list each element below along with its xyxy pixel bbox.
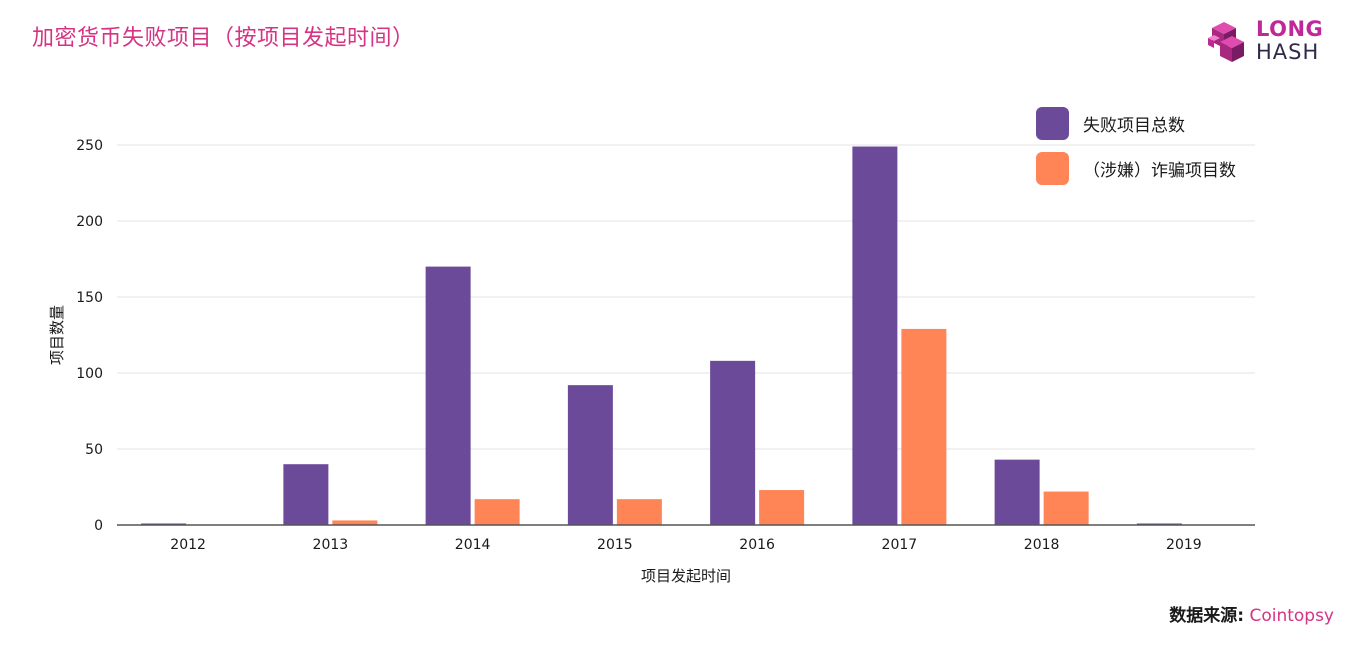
y-tick-label: 0: [94, 518, 103, 534]
x-tick-label: 2017: [882, 537, 918, 553]
y-tick-label: 50: [85, 442, 103, 458]
bar-fraud: [474, 499, 520, 525]
x-tick-label: 2018: [1024, 537, 1060, 553]
legend-swatch-total: [1036, 106, 1069, 140]
x-tick-label: 2012: [170, 537, 206, 553]
x-tick-label: 2013: [313, 537, 349, 553]
bar-fraud: [332, 520, 378, 525]
x-tick-label: 2019: [1166, 537, 1202, 553]
legend-swatch-fraud: [1036, 151, 1069, 185]
legend-item-total: 失败项目总数: [1036, 106, 1185, 140]
x-axis-label: 项目发起时间: [641, 567, 731, 585]
y-tick-label: 150: [76, 290, 103, 306]
y-tick-label: 100: [76, 366, 103, 382]
logo-text-long: LONG: [1256, 17, 1324, 41]
logo-cube-icon: [1208, 22, 1244, 62]
source-value: Cointopsy: [1249, 606, 1334, 626]
bar-total: [283, 464, 329, 525]
x-tick-label: 2015: [597, 537, 633, 553]
legend-label-total: 失败项目总数: [1083, 115, 1185, 136]
source-label: 数据来源:: [1169, 606, 1245, 626]
bar-total: [141, 523, 187, 525]
x-tick-label: 2016: [739, 537, 775, 553]
bar-total: [567, 385, 613, 525]
bar-total: [710, 360, 756, 525]
legend-item-fraud: （涉嫌）诈骗项目数: [1036, 151, 1236, 185]
data-source: 数据来源: Cointopsy: [1169, 601, 1334, 626]
bar-total: [1136, 523, 1182, 525]
y-axis-label: 项目数量: [48, 305, 66, 365]
bar-total: [852, 146, 898, 525]
logo-text-hash: HASH: [1256, 40, 1320, 64]
bar-total: [994, 459, 1040, 525]
bar-fraud: [1043, 491, 1089, 525]
y-tick-label: 200: [76, 214, 103, 230]
bar-total: [425, 266, 471, 525]
bar-fraud: [901, 328, 947, 525]
chart-title: 加密货币失败项目（按项目发起时间）: [32, 26, 415, 51]
legend-label-fraud: （涉嫌）诈骗项目数: [1083, 160, 1236, 181]
longhash-logo: LONG HASH: [1206, 18, 1336, 70]
x-tick-label: 2014: [455, 537, 491, 553]
bar-fraud: [759, 490, 805, 525]
bar-fraud: [616, 499, 662, 525]
y-tick-label: 250: [76, 138, 103, 154]
